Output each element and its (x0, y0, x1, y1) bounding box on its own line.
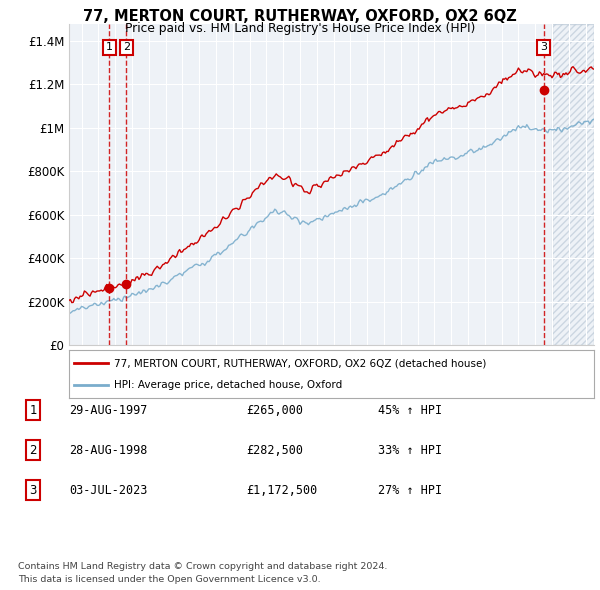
Text: 3: 3 (540, 42, 547, 53)
Text: £282,500: £282,500 (246, 444, 303, 457)
Text: 1: 1 (106, 42, 113, 53)
Text: 03-JUL-2023: 03-JUL-2023 (69, 484, 148, 497)
Text: Price paid vs. HM Land Registry's House Price Index (HPI): Price paid vs. HM Land Registry's House … (125, 22, 475, 35)
Text: £265,000: £265,000 (246, 404, 303, 417)
Text: £1,172,500: £1,172,500 (246, 484, 317, 497)
Text: 77, MERTON COURT, RUTHERWAY, OXFORD, OX2 6QZ: 77, MERTON COURT, RUTHERWAY, OXFORD, OX2… (83, 9, 517, 24)
Text: 27% ↑ HPI: 27% ↑ HPI (378, 484, 442, 497)
Text: 45% ↑ HPI: 45% ↑ HPI (378, 404, 442, 417)
Text: This data is licensed under the Open Government Licence v3.0.: This data is licensed under the Open Gov… (18, 575, 320, 584)
Text: 28-AUG-1998: 28-AUG-1998 (69, 444, 148, 457)
Text: Contains HM Land Registry data © Crown copyright and database right 2024.: Contains HM Land Registry data © Crown c… (18, 562, 388, 571)
Text: 2: 2 (29, 444, 37, 457)
Text: HPI: Average price, detached house, Oxford: HPI: Average price, detached house, Oxfo… (113, 380, 342, 390)
Text: 2: 2 (123, 42, 130, 53)
Text: 33% ↑ HPI: 33% ↑ HPI (378, 444, 442, 457)
Text: 3: 3 (29, 484, 37, 497)
Bar (552, 24, 594, 345)
Text: 77, MERTON COURT, RUTHERWAY, OXFORD, OX2 6QZ (detached house): 77, MERTON COURT, RUTHERWAY, OXFORD, OX2… (113, 358, 486, 368)
Text: 29-AUG-1997: 29-AUG-1997 (69, 404, 148, 417)
Bar (552, 24, 594, 345)
Text: 1: 1 (29, 404, 37, 417)
